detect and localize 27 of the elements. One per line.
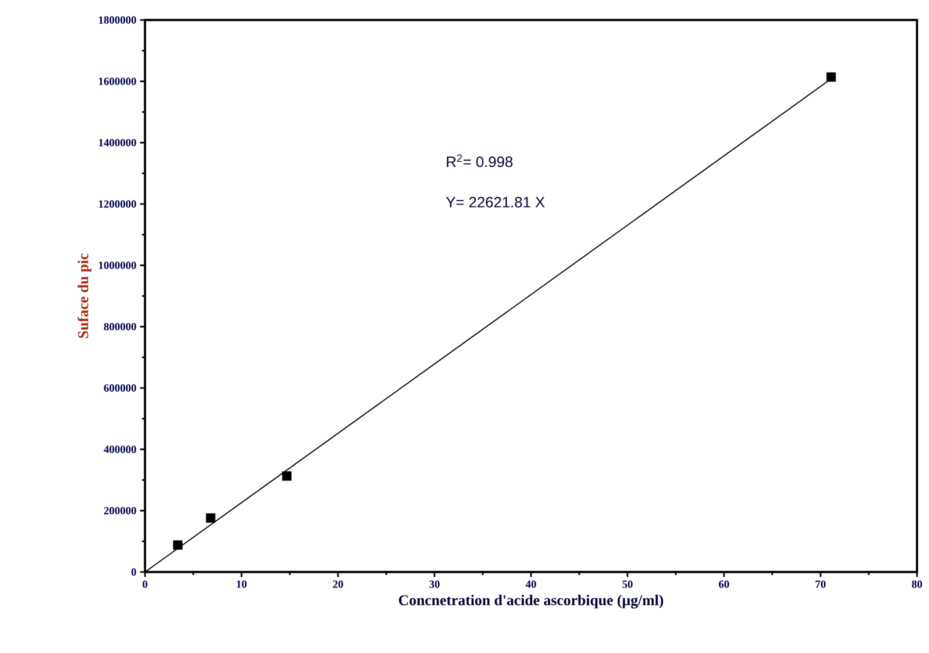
point [206, 513, 216, 523]
y-tick-label: 0 [131, 568, 136, 576]
x-axis-title: Concnetration d'acide ascorbique (µg/ml) [398, 594, 664, 608]
x-tick-label: 50 [622, 580, 633, 588]
x-tick-label: 40 [526, 580, 536, 588]
annotation: Y= 22621.81 X [446, 196, 545, 208]
x-tick-label: 30 [429, 580, 440, 588]
y-axis-title: Suface du pic [78, 254, 92, 338]
y-tick-label: 1600000 [99, 78, 136, 86]
x-tick-label: 0 [142, 580, 148, 588]
point [173, 540, 182, 550]
y-tick-label: 1200000 [99, 200, 136, 208]
y-tick-label: 200000 [104, 506, 136, 514]
y-tick-label: 1000000 [99, 262, 136, 270]
y-tick-label: 1400000 [99, 138, 136, 146]
annotation: R$^{2}$= 0.998 [446, 154, 512, 168]
y-tick-label: 1800000 [99, 16, 136, 24]
x-tick-label: 20 [332, 580, 344, 588]
y-tick-label: 600000 [104, 384, 136, 392]
x-tick-label: 70 [816, 580, 826, 588]
x-tick-label: 80 [912, 580, 922, 588]
x-tick-label: 60 [718, 580, 730, 588]
x-tick-label: 10 [236, 580, 247, 588]
point [826, 72, 836, 82]
point [282, 471, 292, 481]
y-tick-label: 800000 [104, 322, 136, 330]
y-tick-label: 400000 [104, 446, 136, 454]
